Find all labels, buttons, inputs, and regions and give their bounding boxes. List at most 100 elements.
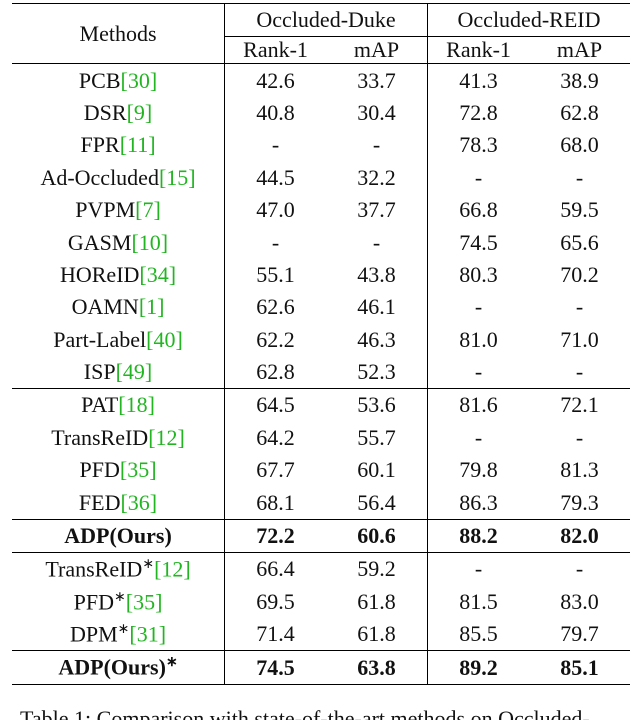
value-cell: 62.2	[256, 326, 295, 352]
method-name: FPR	[80, 132, 120, 158]
value-cell: 68.1	[256, 489, 295, 515]
value-cell: 64.2	[256, 424, 295, 450]
citation: [7]	[135, 197, 161, 223]
header-row: Rank-1 mAP Rank-1 mAP	[12, 36, 630, 64]
value-cell: 61.8	[326, 585, 429, 619]
method-name: Ad-Occluded	[40, 164, 159, 190]
value-cell: 59.2	[326, 552, 429, 586]
method-cell: FPR[11]	[12, 129, 226, 162]
value-cell: 81.3	[560, 457, 599, 483]
citation: [34]	[139, 261, 177, 287]
value-cell: 65.6	[560, 229, 599, 255]
method-name: ADP(Ours)	[58, 654, 166, 680]
value-cell: 62.8	[256, 359, 295, 385]
method-name: ADP(Ours)	[64, 523, 172, 549]
value-cell: 79.7	[560, 621, 599, 647]
value-cell: 79.3	[560, 489, 599, 515]
value-cell: 67.7	[256, 457, 295, 483]
method-cell: FED[36]	[12, 486, 226, 520]
method-name: PFD	[79, 457, 120, 483]
value-cell: 32.2	[326, 161, 429, 194]
method-cell: TransReID[12]	[12, 421, 226, 455]
table-row: Ad-Occluded[15] 44.5 32.2 - -	[12, 161, 630, 194]
value-cell: 40.8	[256, 99, 295, 125]
header-metric: Rank-1	[427, 36, 530, 64]
method-cell: OAMN[1]	[12, 291, 226, 324]
value-cell: 81.0	[459, 326, 498, 352]
value-cell: 71.4	[256, 621, 295, 647]
value-cell: -	[529, 552, 630, 586]
citation: [15]	[158, 164, 196, 190]
header-dataset: Occluded-Duke	[224, 3, 429, 37]
value-cell: 56.4	[326, 486, 429, 520]
table-row: PAT[18] 64.5 53.6 81.6 72.1	[12, 388, 630, 422]
method-mark: ∗	[117, 622, 130, 638]
method-cell: Part-Label[40]	[12, 323, 226, 356]
value-cell: 85.5	[459, 621, 498, 647]
value-cell: 38.9	[529, 63, 630, 97]
value-cell: 33.7	[326, 63, 429, 97]
method-cell: ISP[49]	[12, 355, 226, 389]
value-cell: 81.6	[427, 388, 530, 422]
method-cell: PFD∗[35]	[12, 585, 226, 619]
value-cell: 44.5	[256, 164, 295, 190]
value-cell: -	[474, 424, 483, 450]
value-cell: 62.6	[256, 294, 295, 320]
value-cell: 69.5	[256, 588, 295, 614]
value-cell: 85.1	[529, 650, 630, 685]
table-row: PFD[35] 67.7 60.1 79.8 81.3	[12, 454, 630, 487]
method-name: PFD	[73, 589, 115, 614]
value-cell: 71.0	[560, 326, 599, 352]
value-cell: 72.8	[459, 99, 498, 125]
table-row: TransReID∗[12] 66.4 59.2- -	[12, 552, 630, 586]
value-cell: 89.2	[427, 650, 530, 685]
citation: [10]	[131, 229, 169, 255]
value-cell: 83.0	[560, 588, 599, 614]
method-name: PCB	[78, 67, 121, 93]
value-cell: 42.6	[224, 63, 327, 97]
method-name: DSR	[83, 99, 127, 125]
method-cell: HOReID[34]	[12, 258, 226, 292]
method-name: GASM	[67, 229, 132, 255]
method-name: PAT	[81, 392, 119, 418]
method-cell: PAT[18]	[12, 388, 226, 422]
table-row: OAMN[1] 62.6 46.1 - -	[12, 291, 630, 324]
method-mark: ∗	[165, 655, 178, 671]
header-dataset: Occluded-REID	[457, 7, 601, 33]
table-row: PFD∗[35] 69.5 61.8 81.5 83.0	[12, 585, 630, 619]
value-cell: 53.6	[326, 388, 429, 422]
table-row: ISP[49] 62.8 52.3 - -	[12, 355, 630, 389]
value-cell: 86.3	[459, 489, 498, 515]
value-cell: 59.5	[560, 197, 599, 223]
method-name: Part-Label	[53, 326, 147, 352]
results-table: Methods Occluded-Duke Occluded-REID Rank…	[12, 3, 630, 685]
value-cell: -	[271, 229, 280, 255]
value-cell: 41.3	[427, 63, 530, 97]
citation: [1]	[138, 294, 165, 320]
method-mark: ∗	[114, 589, 126, 605]
value-cell: -	[575, 359, 584, 385]
value-cell: 80.3	[459, 261, 498, 287]
table-row: HOReID[34] 55.1 43.8 80.3 70.2	[12, 258, 630, 292]
header-metric: Rank-1	[224, 36, 327, 64]
value-cell: 74.5	[459, 229, 498, 255]
header-methods: Methods	[12, 3, 226, 64]
method-cell: Ad-Occluded[15]	[12, 161, 226, 194]
header-row: Methods Occluded-Duke Occluded-REID	[12, 3, 630, 64]
value-cell: -	[271, 132, 280, 158]
citation: [31]	[129, 621, 167, 647]
value-cell: 62.8	[560, 99, 599, 125]
method-cell: TransReID∗[12]	[12, 552, 226, 586]
header-metric: mAP	[326, 36, 429, 64]
method-cell: ADP(Ours)∗	[12, 650, 226, 685]
value-cell: 72.2	[224, 518, 327, 553]
method-name: PVPM	[75, 197, 136, 223]
value-cell: 55.1	[256, 261, 295, 287]
table-row: TransReID[12] 64.2 55.7 - -	[12, 421, 630, 455]
citation: [30]	[120, 67, 158, 93]
citation: [18]	[118, 392, 155, 418]
method-cell: ADP(Ours)	[12, 518, 226, 553]
table-body: PCB[30] 42.6 33.7 41.3 38.9 DSR[9] 40.8 30.4 72.…	[12, 63, 630, 685]
citation: [11]	[119, 132, 156, 158]
method-name: TransReID	[51, 424, 149, 450]
